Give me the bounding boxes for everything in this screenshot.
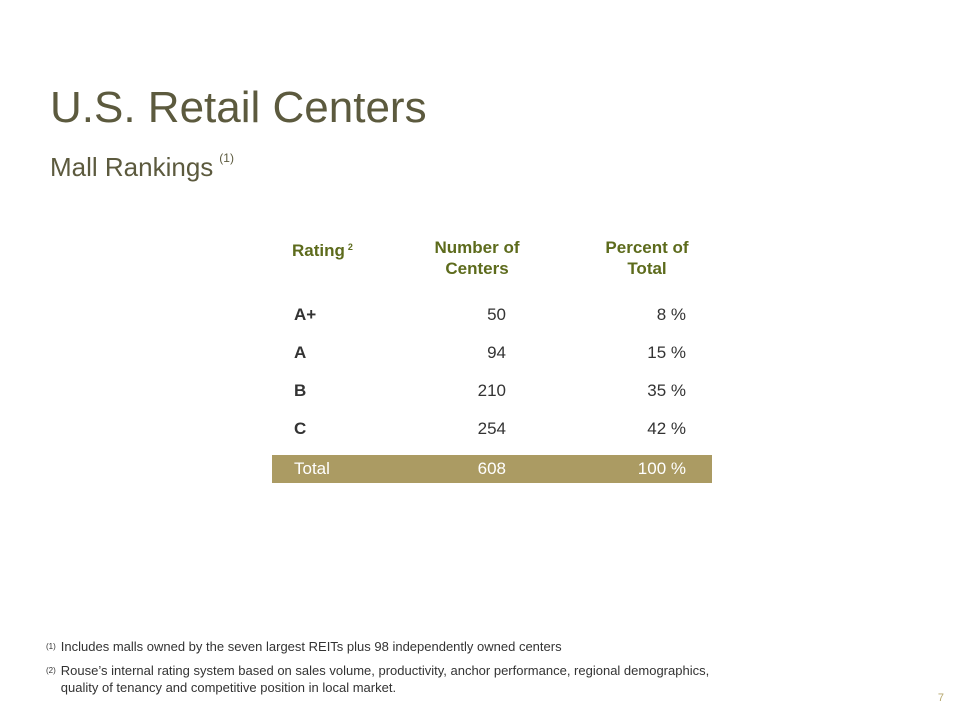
total-row: Total 608 100 % <box>272 455 712 483</box>
percent-cell: 42 % <box>647 419 686 438</box>
count-cell: 94 <box>487 343 506 362</box>
footnote-1-marker: (1) <box>46 642 56 651</box>
column-header-count-line1: Number of <box>434 238 520 257</box>
percent-cell: 35 % <box>647 381 686 400</box>
table-row: A 94 15 % <box>272 339 712 367</box>
total-percent: 100 % <box>637 459 686 478</box>
footnote-2-body: Rouse’s internal rating system based on … <box>61 662 709 696</box>
page-subtitle: Mall Rankings (1) <box>50 142 234 183</box>
page-title: U.S. Retail Centers <box>50 83 427 132</box>
table-row: A+ 50 8 % <box>272 301 712 329</box>
column-header-count: Number of Centers <box>410 237 544 279</box>
total-count: 608 <box>477 459 506 478</box>
rating-cell: C <box>294 419 307 438</box>
footnote-1: (1) Includes malls owned by the seven lar… <box>46 638 562 658</box>
count-cell: 210 <box>477 381 506 400</box>
footnote-2-line1: Rouse’s internal rating system based on … <box>60 663 710 678</box>
table-row: C 254 42 % <box>272 415 712 443</box>
column-header-count-line2: Centers <box>445 259 509 278</box>
rating-cell: B <box>294 381 307 400</box>
footnote-2: (2) Rouse’s internal rating system based … <box>46 662 709 696</box>
column-header-rating: Rating 2 <box>292 237 353 261</box>
count-cell: 50 <box>487 305 506 324</box>
table-row: B 210 35 % <box>272 377 712 405</box>
percent-cell: 15 % <box>647 343 686 362</box>
column-header-percent: Percent of Total <box>580 237 714 279</box>
column-header-percent-line1: Percent of <box>605 238 689 257</box>
footnote-2-line2: quality of tenancy and competitive posit… <box>60 680 397 695</box>
footnote-2-marker: (2) <box>46 666 56 675</box>
percent-cell: 8 % <box>656 305 686 324</box>
subtitle-text: Mall Rankings <box>50 152 214 182</box>
rating-cell: A <box>294 343 307 362</box>
rating-footnote-marker: 2 <box>347 242 353 252</box>
page-number: 7 <box>937 692 944 704</box>
total-label: Total <box>294 459 330 478</box>
column-header-percent-line2: Total <box>627 259 667 278</box>
rating-cell: A+ <box>294 305 317 324</box>
footnote-1-text: Includes malls owned by the seven larges… <box>60 639 562 654</box>
count-cell: 254 <box>477 419 506 438</box>
subtitle-footnote-marker: (1) <box>219 151 234 165</box>
column-header-rating-label: Rating <box>292 241 345 260</box>
